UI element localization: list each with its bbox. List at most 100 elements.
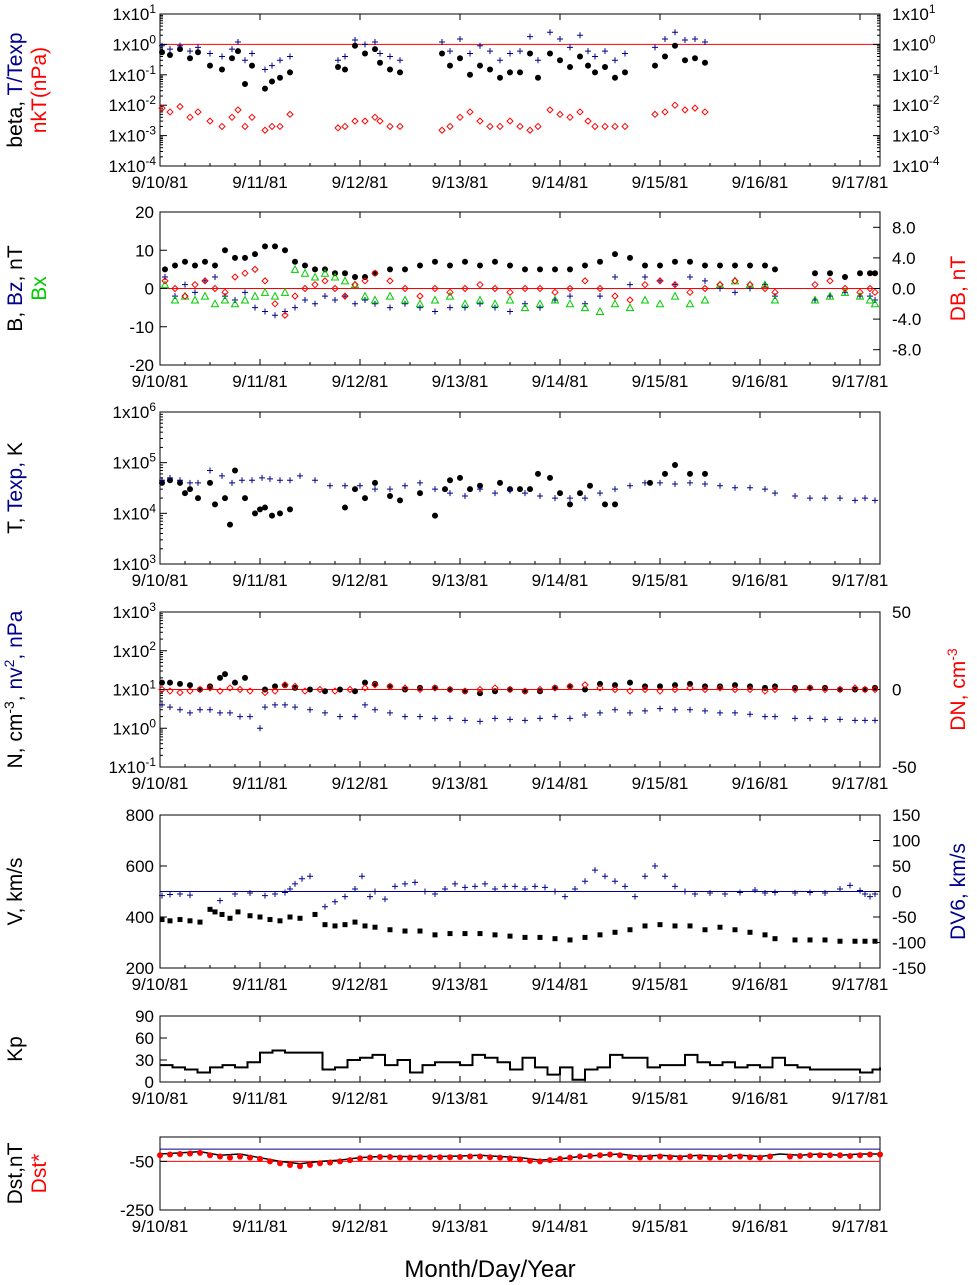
data-point [187, 1150, 193, 1157]
y-tick-label: 400 [126, 908, 154, 927]
data-point [692, 36, 698, 43]
data-point [872, 270, 878, 277]
data-point [475, 295, 485, 304]
plot-frame [159, 1136, 881, 1211]
data-point [612, 251, 618, 258]
data-point [432, 715, 438, 722]
data-point [269, 78, 275, 85]
data-point [752, 886, 758, 893]
data-point [792, 715, 798, 722]
data-point [301, 687, 309, 695]
data-point [681, 106, 689, 114]
x-tick-label: 9/16/81 [732, 1217, 789, 1236]
data-point [386, 682, 394, 691]
data-point [702, 262, 708, 269]
data-point [402, 482, 408, 489]
x-tick-label: 9/17/81 [832, 975, 889, 994]
data-point [292, 684, 298, 691]
data-point [262, 85, 268, 92]
x-tick-label: 9/16/81 [732, 774, 789, 793]
data-point [271, 300, 279, 308]
data-point [852, 686, 858, 693]
data-point [227, 709, 233, 716]
right-y-tick-label: 50 [892, 603, 911, 622]
data-point [552, 684, 558, 691]
data-point [187, 55, 193, 62]
data-point [372, 486, 378, 493]
data-point [212, 262, 218, 269]
right-y-tick-label: 1x10-1 [892, 63, 940, 85]
data-point [640, 295, 650, 304]
data-point [577, 53, 583, 60]
data-point [232, 254, 238, 261]
data-point [537, 715, 543, 722]
data-point [262, 892, 268, 899]
data-point [477, 718, 483, 725]
data-point [502, 883, 508, 890]
data-point [472, 883, 478, 890]
data-point [416, 685, 424, 694]
data-point [431, 284, 439, 293]
data-point [760, 280, 770, 289]
data-point [322, 293, 328, 300]
data-point [300, 268, 310, 277]
data-point [497, 1154, 503, 1161]
data-point [771, 685, 779, 694]
right-y-tick-label: 8.0 [892, 218, 916, 237]
data-point [272, 701, 278, 708]
data-point [229, 479, 235, 486]
y-tick-label: 1x10-1 [109, 755, 157, 777]
data-point [686, 684, 694, 692]
data-point [299, 875, 305, 882]
data-point [417, 490, 423, 497]
data-point [611, 292, 619, 300]
data-point [452, 880, 458, 887]
data-point [207, 467, 213, 474]
y-tick-label: 1x102 [113, 639, 157, 661]
data-point [210, 299, 220, 308]
data-point [234, 106, 242, 114]
data-point [462, 304, 468, 311]
data-point [537, 1158, 543, 1165]
data-point [196, 685, 204, 694]
data-point [490, 299, 500, 308]
data-point [447, 490, 453, 497]
data-point [362, 296, 368, 303]
data-point [271, 687, 279, 695]
data-point [856, 288, 864, 297]
data-point [361, 684, 369, 692]
data-point [242, 674, 248, 681]
data-point [417, 928, 423, 934]
data-point [387, 304, 393, 311]
data-point [642, 923, 648, 929]
y-tick-label: 1x10-1 [109, 63, 157, 85]
data-point [687, 1153, 693, 1160]
data-point [417, 304, 423, 311]
y-tick-label: 0 [145, 280, 154, 299]
data-point [202, 258, 208, 265]
data-point [596, 284, 604, 293]
data-point [281, 311, 289, 319]
data-point [232, 467, 238, 474]
data-point [400, 295, 410, 304]
y-tick-label: 1x106 [113, 400, 157, 422]
data-point [187, 892, 193, 899]
y-axis-label: Bx [28, 276, 51, 301]
data-point [702, 707, 708, 714]
data-point [297, 472, 303, 479]
data-point [207, 683, 213, 690]
data-point [195, 49, 201, 56]
data-point [492, 490, 498, 497]
data-point [717, 924, 723, 930]
data-point [297, 915, 303, 921]
data-point [402, 713, 408, 720]
right-y-tick-label: -50 [892, 758, 917, 777]
data-point [482, 880, 488, 887]
x-tick-label: 9/15/81 [632, 774, 689, 793]
data-point [865, 295, 875, 304]
data-point [582, 686, 588, 693]
data-point [535, 299, 545, 308]
data-point [537, 304, 543, 311]
data-point [672, 42, 678, 49]
data-point [360, 291, 370, 300]
